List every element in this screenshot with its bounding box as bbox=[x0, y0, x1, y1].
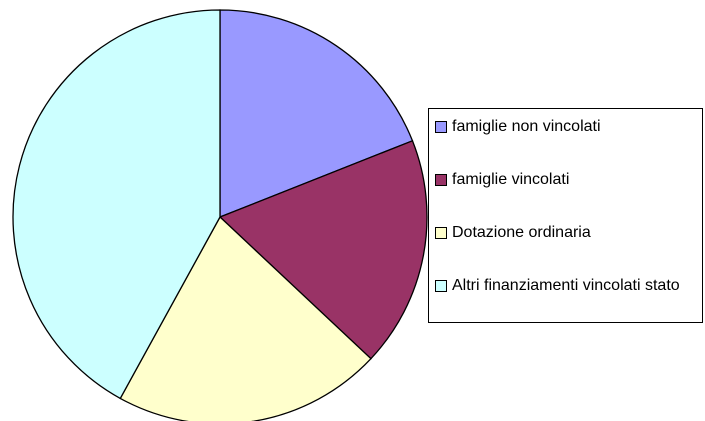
legend-label: famiglie non vincolati bbox=[452, 118, 601, 135]
legend-swatch bbox=[435, 121, 447, 133]
legend-swatch bbox=[435, 174, 447, 186]
pie-slice bbox=[219, 9, 414, 218]
legend-swatch bbox=[435, 227, 447, 239]
legend-entry: Dotazione ordinaria bbox=[435, 223, 702, 242]
pie-slice bbox=[119, 215, 372, 421]
pie-slice bbox=[218, 139, 428, 360]
legend-entry: famiglie non vincolati bbox=[435, 117, 702, 136]
legend-swatch bbox=[435, 280, 447, 292]
legend-entry: Altri finanziamenti vincolati stato bbox=[435, 276, 702, 295]
legend-label: famiglie vincolati bbox=[452, 171, 570, 188]
legend-label: Dotazione ordinaria bbox=[452, 224, 591, 241]
pie-slice bbox=[12, 9, 221, 400]
legend: famiglie non vincolati famiglie vincolati… bbox=[428, 108, 703, 323]
legend-entry: famiglie vincolati bbox=[435, 170, 702, 189]
legend-label: Altri finanziamenti vincolati stato bbox=[452, 277, 680, 294]
